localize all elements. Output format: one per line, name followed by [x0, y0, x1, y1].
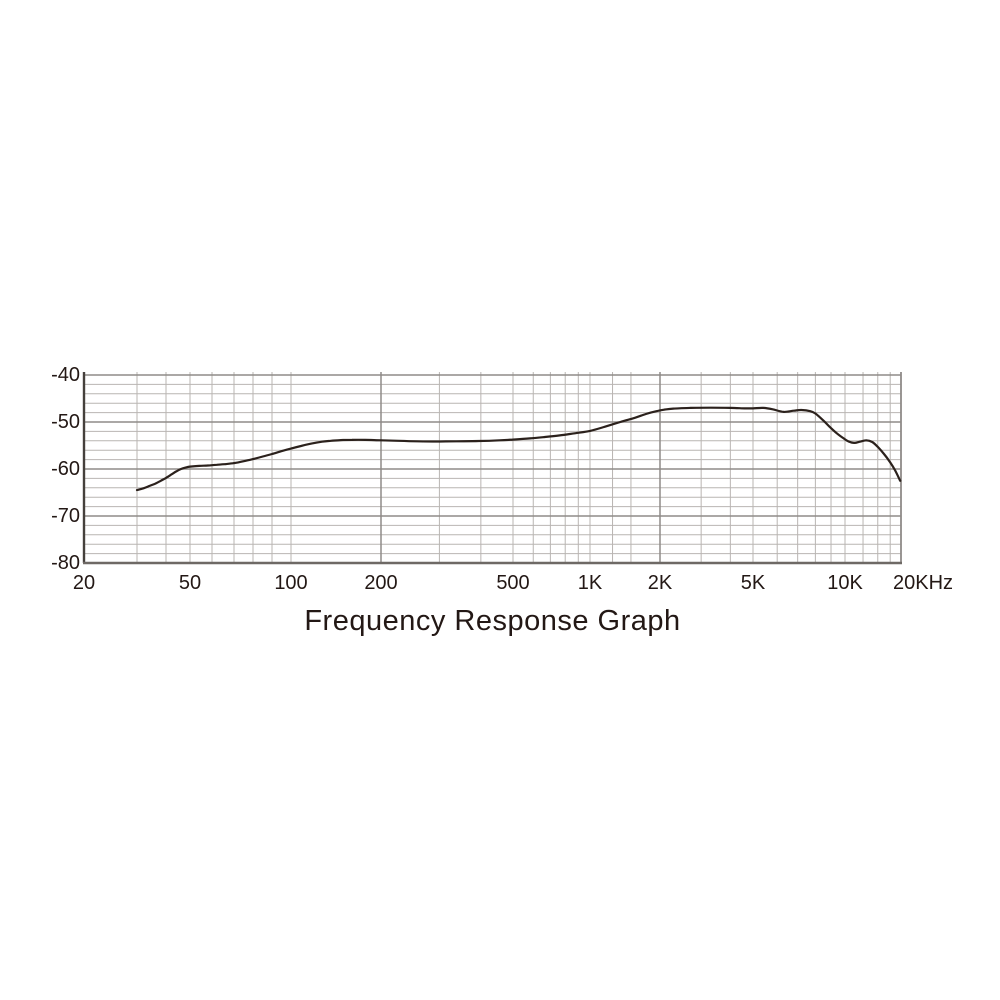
major-gridlines [84, 372, 901, 563]
plot-border [82, 372, 902, 565]
y-axis-tick-label: -70 [51, 505, 80, 527]
minor-gridlines [84, 372, 901, 563]
x-axis-tick-label: 100 [274, 572, 308, 594]
y-axis-tick-label: -80 [51, 552, 80, 574]
x-axis-tick-label: 1K [577, 572, 603, 594]
x-axis-tick-label: 20 [72, 572, 96, 594]
x-axis-tick-label: 200 [364, 572, 398, 594]
chart-title: Frequency Response Graph [304, 605, 681, 637]
x-axis-tick-label: 10K [827, 572, 863, 594]
y-axis-tick-label: -40 [51, 364, 80, 386]
y-axis-tick-label: -60 [51, 458, 80, 480]
x-axis-tick-label: 20KHz [892, 572, 954, 594]
x-axis-tick-label: 50 [178, 572, 202, 594]
x-axis-tick-label: 500 [496, 572, 530, 594]
x-axis-tick-label: 2K [647, 572, 673, 594]
response-curve [135, 406, 902, 492]
x-axis-tick-label: 5K [740, 572, 766, 594]
y-axis-tick-label: -50 [51, 411, 80, 433]
